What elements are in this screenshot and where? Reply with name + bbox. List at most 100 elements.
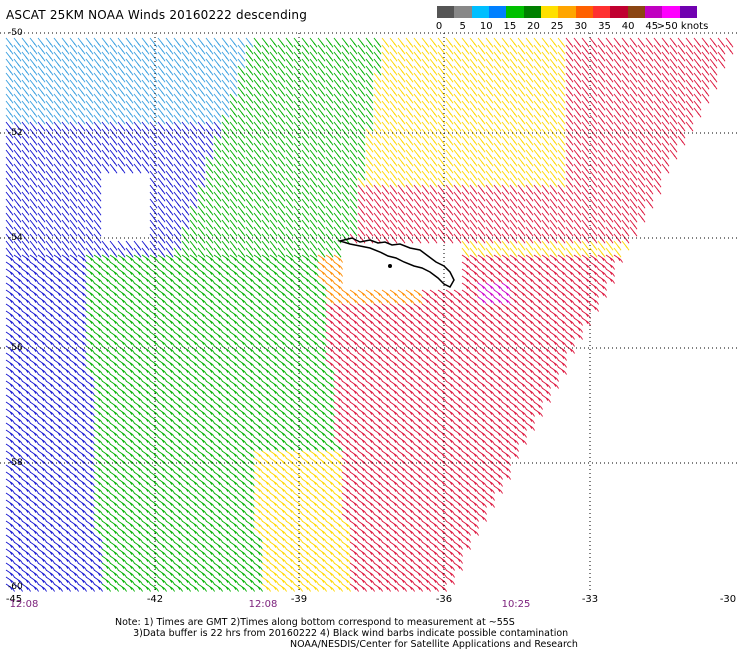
wind-barb: [437, 107, 446, 118]
wind-barb: [701, 51, 710, 62]
wind-barb: [557, 289, 567, 298]
wind-barb: [229, 100, 238, 111]
wind-barb: [237, 310, 247, 319]
wind-barb: [221, 478, 231, 487]
wind-barb: [389, 324, 399, 333]
wind-barb: [365, 100, 374, 111]
wind-barb: [493, 380, 503, 389]
wind-barb: [565, 79, 574, 90]
wind-barb: [349, 289, 359, 298]
wind-barb: [501, 79, 510, 90]
wind-barb: [309, 114, 318, 125]
wind-barb: [149, 394, 159, 403]
wind-barb: [261, 93, 270, 104]
wind-barb: [277, 415, 287, 424]
wind-barb: [101, 65, 110, 76]
wind-barb: [157, 422, 167, 431]
wind-barb: [461, 107, 470, 118]
wind-barb: [213, 499, 223, 508]
wind-barb: [133, 93, 142, 104]
wind-barb: [157, 499, 167, 508]
wind-barb: [445, 296, 455, 305]
wind-barb: [357, 457, 367, 466]
wind-barb: [101, 485, 111, 494]
wind-barb: [493, 443, 503, 452]
wind-barb: [181, 443, 191, 452]
wind-barb: [237, 317, 247, 326]
wind-barb: [541, 121, 550, 132]
wind-barb: [533, 317, 543, 326]
wind-barb: [509, 79, 518, 90]
wind-barb: [589, 268, 599, 277]
wind-barb: [237, 121, 246, 132]
wind-barb: [197, 471, 207, 480]
wind-barb: [93, 338, 103, 347]
wind-barb: [37, 394, 47, 403]
wind-barb: [61, 387, 71, 396]
wind-barb: [421, 86, 430, 97]
wind-barb: [21, 128, 30, 139]
wind-barb: [349, 317, 359, 326]
wind-barb: [389, 373, 399, 382]
wind-barb: [533, 296, 543, 305]
wind-barb: [317, 485, 327, 494]
wind-barb: [349, 352, 359, 361]
wind-barb: [493, 310, 503, 319]
wind-barb: [45, 289, 55, 298]
wind-barb: [181, 359, 191, 368]
wind-barb: [37, 338, 47, 347]
wind-barb: [189, 51, 198, 62]
wind-barb: [301, 506, 311, 515]
wind-barb: [85, 121, 94, 132]
wind-barb: [101, 58, 110, 69]
wind-barb: [261, 296, 271, 305]
wind-barb: [469, 408, 479, 417]
wind-barb: [317, 282, 327, 291]
wind-barb: [461, 366, 471, 375]
wind-barb: [437, 464, 447, 473]
wind-barb: [349, 457, 359, 466]
wind-barb: [373, 331, 383, 340]
wind-barb: [53, 450, 63, 459]
wind-barb: [93, 44, 102, 55]
wind-barb: [469, 100, 478, 111]
wind-barb: [189, 114, 198, 125]
wind-barb: [5, 373, 15, 382]
wind-barb: [269, 275, 279, 284]
wind-barb: [37, 58, 46, 69]
wind-barb: [661, 37, 670, 48]
wind-barb: [501, 352, 511, 361]
wind-barb: [277, 394, 287, 403]
wind-barb: [453, 86, 462, 97]
wind-barb: [453, 317, 463, 326]
wind-barb: [533, 93, 542, 104]
wind-barb: [189, 443, 199, 452]
wind-barb: [501, 282, 511, 291]
wind-barb: [141, 331, 151, 340]
wind-barb: [437, 380, 447, 389]
wind-barb: [77, 450, 87, 459]
wind-barb: [237, 366, 247, 375]
wind-barb: [277, 450, 287, 459]
wind-barb: [429, 394, 439, 403]
wind-barb: [69, 44, 78, 55]
wind-barb: [445, 457, 455, 466]
wind-barb: [285, 359, 295, 368]
wind-barb: [437, 58, 446, 69]
wind-barb: [405, 296, 415, 305]
wind-barb: [45, 44, 54, 55]
wind-barb: [621, 114, 630, 125]
wind-barb: [93, 387, 103, 396]
wind-barb: [381, 128, 390, 139]
wind-barb: [365, 51, 374, 62]
wind-barb: [677, 58, 686, 69]
wind-barb: [397, 443, 407, 452]
wind-barb: [141, 373, 151, 382]
wind-barb: [189, 296, 199, 305]
wind-barb: [397, 401, 407, 410]
wind-barb: [5, 492, 15, 501]
wind-barb: [389, 387, 399, 396]
wind-barb: [445, 401, 455, 410]
wind-barb: [237, 492, 247, 501]
wind-barb: [45, 65, 54, 76]
